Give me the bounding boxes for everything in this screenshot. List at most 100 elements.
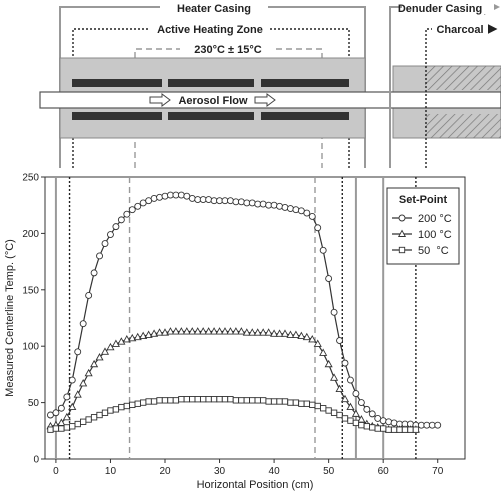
data-point: [270, 398, 278, 405]
data-point: [275, 329, 284, 337]
data-point: [379, 417, 387, 425]
x-tick-label: 70: [432, 466, 444, 477]
data-point: [68, 402, 77, 411]
charcoal-fill: [425, 114, 501, 138]
data-point: [232, 397, 240, 404]
data-point: [205, 196, 213, 204]
x-tick-label: 0: [53, 466, 59, 477]
data-point: [259, 328, 268, 336]
data-point: [242, 328, 251, 336]
data-point: [358, 422, 365, 429]
data-point: [303, 209, 311, 217]
data-point: [265, 398, 272, 405]
series: [47, 191, 442, 429]
x-tick-label: 60: [378, 466, 390, 477]
heating-element: [168, 79, 254, 87]
series-layer: [46, 191, 442, 433]
data-point: [95, 353, 104, 361]
chart: 0 10 20 30 40 50 60 70 0 50 100 150 200 250 Horizonta…: [4, 173, 466, 491]
data-point: [178, 396, 185, 403]
data-point: [363, 405, 371, 413]
y-tick-label: 150: [22, 285, 39, 296]
data-point: [204, 327, 213, 335]
data-point: [52, 425, 60, 432]
data-point: [74, 348, 82, 356]
data-point: [385, 426, 392, 433]
data-point: [161, 397, 169, 404]
data-point: [264, 328, 273, 336]
data-point: [69, 423, 76, 430]
data-point: [63, 424, 70, 431]
data-point: [407, 426, 414, 433]
schematic: Heater Casing Active Heating Zone 230°C …: [39, 0, 501, 168]
data-point: [308, 334, 317, 343]
heating-element: [72, 112, 162, 120]
data-point: [112, 406, 120, 413]
data-point: [79, 320, 87, 328]
data-point: [199, 327, 208, 335]
data-point: [324, 359, 333, 368]
data-point: [276, 202, 283, 210]
data-point: [314, 224, 322, 232]
data-point: [276, 398, 283, 405]
data-point: [226, 327, 235, 335]
flow-arrow-icon: [149, 93, 171, 107]
data-point: [90, 359, 99, 368]
data-point: [340, 394, 350, 403]
data-point: [237, 327, 246, 335]
data-point: [220, 327, 230, 335]
data-point: [85, 291, 93, 299]
data-point: [363, 423, 370, 430]
x-axis-label: Horizontal Position (cm): [197, 479, 314, 491]
data-point: [390, 419, 398, 427]
data-point: [215, 327, 224, 335]
data-point: [62, 412, 71, 421]
data-point: [145, 398, 152, 405]
heating-element: [168, 112, 254, 120]
data-point: [320, 405, 327, 412]
data-point: [330, 308, 338, 316]
data-point: [281, 204, 289, 211]
data-point: [172, 397, 180, 404]
x-tick-label: 50: [323, 466, 335, 477]
data-point: [313, 339, 322, 347]
heating-element: [261, 112, 349, 120]
data-point: [128, 333, 137, 342]
data-point: [401, 426, 409, 433]
data-point: [369, 424, 376, 431]
data-point: [167, 397, 174, 404]
data-point: [101, 409, 109, 416]
legend-marker: [398, 214, 406, 222]
temp-spec-label: 230°C ± 15°C: [194, 44, 261, 56]
heater-casing-label: Heater Casing: [177, 3, 251, 15]
data-point: [117, 216, 125, 224]
data-point: [79, 378, 88, 387]
data-point: [144, 330, 153, 338]
data-point: [123, 402, 130, 410]
data-point: [150, 329, 159, 337]
data-point: [346, 402, 355, 411]
charcoal-label: Charcoal: [436, 24, 483, 36]
data-point: [287, 399, 294, 406]
legend-marker: [398, 246, 406, 254]
data-point: [325, 275, 333, 282]
data-point: [227, 396, 234, 403]
data-point: [200, 396, 207, 403]
data-point: [303, 400, 310, 407]
data-point: [368, 410, 376, 418]
active-zone-label: Active Heating Zone: [157, 24, 263, 36]
data-point: [150, 398, 158, 405]
heating-element: [261, 79, 349, 87]
data-point: [117, 337, 126, 345]
data-point: [243, 397, 250, 404]
data-point: [309, 401, 316, 409]
data-point: [390, 426, 398, 433]
legend-title: Set-Point: [399, 194, 448, 206]
data-point: [357, 399, 365, 407]
data-point: [396, 426, 403, 433]
data-point: [336, 337, 343, 345]
data-point: [270, 329, 279, 337]
data-point: [63, 393, 71, 401]
data-point: [140, 399, 147, 406]
data-point: [412, 426, 420, 433]
